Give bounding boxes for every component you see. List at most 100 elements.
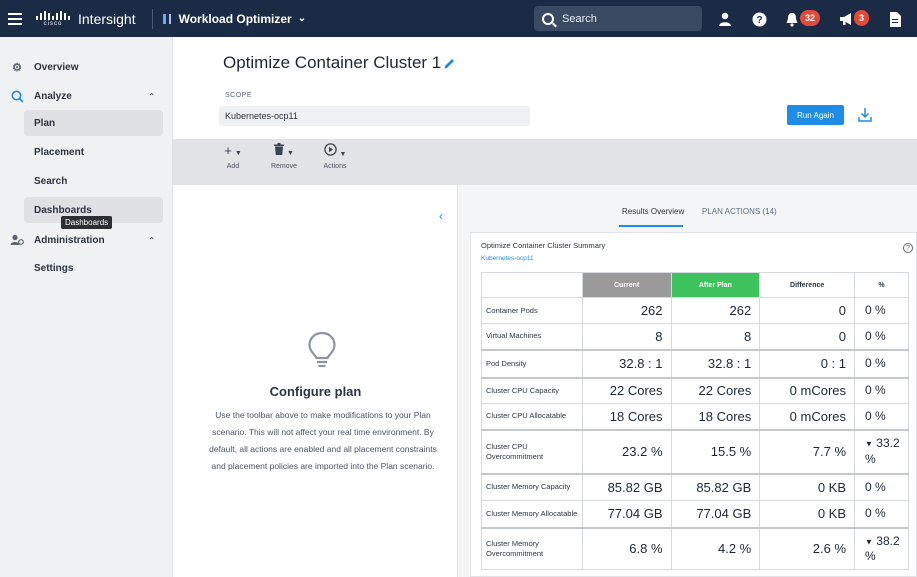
sidebar-item-administration[interactable]: Administration ⌃ xyxy=(0,227,173,253)
percent-value: 0 % xyxy=(854,403,909,430)
chevron-up-icon: ⌃ xyxy=(148,91,155,101)
row-label: Container Pods xyxy=(481,297,583,324)
summary-card: Optimize Container Cluster Summary Kuber… xyxy=(470,232,917,577)
row-label: Cluster Memory Allocatable xyxy=(481,500,583,528)
summary-scope-link[interactable]: Kubernetes-ocp11 xyxy=(481,255,534,262)
search-placeholder: Search xyxy=(562,12,597,25)
play-circle-icon xyxy=(323,143,337,159)
remove-button[interactable]: ▼ Remove xyxy=(264,143,304,170)
difference-value: 7.7 % xyxy=(759,428,856,474)
bell-icon[interactable] xyxy=(782,9,802,29)
plan-toolbar: + ▼ Add ▼ Remove ▼ Actions xyxy=(173,139,917,185)
percent-value: 0 % xyxy=(854,472,909,501)
admin-icon xyxy=(10,234,24,246)
tab-plan-actions[interactable]: PLAN ACTIONS (14) xyxy=(702,207,777,216)
current-value: 6.8 % xyxy=(581,526,672,570)
row-label: Virtual Machines xyxy=(481,323,583,350)
column-header-after-plan: After Plan xyxy=(670,272,761,298)
document-icon[interactable] xyxy=(885,9,905,29)
difference-value: 0 KB xyxy=(759,472,856,501)
sidebar-item-settings[interactable]: Settings xyxy=(34,262,74,274)
run-again-button[interactable]: Run Again xyxy=(787,105,844,125)
percent-value: 0 % xyxy=(854,348,909,378)
row-label: Cluster Memory Capacity xyxy=(481,472,583,501)
configure-title: Configure plan xyxy=(269,384,362,399)
current-value: 77.04 GB xyxy=(581,500,672,528)
after-value: 15.5 % xyxy=(670,428,761,474)
search-input[interactable]: Search xyxy=(534,6,702,31)
scope-field[interactable]: Kubernetes-ocp11 xyxy=(219,106,530,126)
current-value: 18 Cores xyxy=(581,403,672,430)
chevron-up-icon: ⌃ xyxy=(148,235,155,245)
sidebar-item-placement[interactable]: Placement xyxy=(34,146,85,158)
table-row: Container Pods 262 262 0 0 % xyxy=(481,297,909,324)
column-header-current: Current xyxy=(581,272,672,298)
after-value: 85.82 GB xyxy=(670,472,761,501)
help-circle-icon[interactable]: ? xyxy=(903,243,913,253)
analyze-icon xyxy=(10,90,24,103)
notifications-badge: 32 xyxy=(800,10,821,26)
sidebar-item-plan[interactable]: Plan xyxy=(24,110,163,136)
chevron-left-icon[interactable]: ‹ xyxy=(439,209,443,223)
download-icon[interactable] xyxy=(858,107,872,123)
caret-down-icon: ▼ xyxy=(287,150,294,157)
sidebar-item-overview[interactable]: ⚙ Overview xyxy=(0,54,173,80)
results-panel: Results Overview PLAN ACTIONS (14) Optim… xyxy=(458,185,917,577)
announcements-badge: 3 xyxy=(854,10,870,26)
help-icon[interactable]: ? xyxy=(749,9,769,29)
caret-down-icon: ▼ xyxy=(339,151,347,158)
row-label: Pod Density xyxy=(481,348,583,378)
table-row: Cluster CPU Overcommitment 23.2 % 15.5 %… xyxy=(481,428,909,474)
active-tab-indicator xyxy=(619,225,683,227)
percent-value: 33.2 % xyxy=(865,436,900,466)
trash-icon xyxy=(274,143,285,158)
page-title: Optimize Container Cluster 1 xyxy=(223,53,442,72)
divider xyxy=(151,8,153,29)
percent-cell: ▼ 33.2 % xyxy=(854,428,909,474)
percent-cell: ▼ 38.2 % xyxy=(854,526,909,570)
megaphone-icon[interactable] xyxy=(836,9,856,29)
table-row: Cluster Memory Capacity 85.82 GB 85.82 G… xyxy=(481,472,909,501)
user-icon[interactable] xyxy=(715,9,735,29)
tab-results-overview[interactable]: Results Overview xyxy=(622,207,685,216)
summary-title: Optimize Container Cluster Summary xyxy=(481,241,606,250)
current-value: 85.82 GB xyxy=(581,472,672,501)
menu-icon[interactable] xyxy=(8,10,22,28)
caret-down-icon: ▼ xyxy=(865,536,873,546)
app-switcher[interactable]: Workload Optimizer ⌄ xyxy=(162,12,306,26)
cisco-logo: cisco xyxy=(36,10,70,27)
search-icon xyxy=(542,12,554,25)
table-row: Cluster Memory Allocatable 77.04 GB 77.0… xyxy=(481,500,909,528)
caret-down-icon: ▼ xyxy=(865,439,873,449)
after-value: 77.04 GB xyxy=(670,500,761,528)
top-bar: cisco Intersight Workload Optimizer ⌄ Se… xyxy=(0,0,917,37)
difference-value: 0 xyxy=(759,297,856,324)
table-row: Virtual Machines 8 8 0 0 % xyxy=(481,323,909,350)
actions-button[interactable]: ▼ Actions xyxy=(315,143,355,170)
difference-value: 0 : 1 xyxy=(759,348,856,378)
row-label: Cluster CPU Allocatable xyxy=(481,403,583,430)
difference-value: 0 KB xyxy=(759,500,856,528)
sidebar-item-analyze[interactable]: Analyze ⌃ xyxy=(0,83,173,109)
plus-icon: + xyxy=(224,143,232,158)
after-value: 22 Cores xyxy=(670,376,761,404)
add-button[interactable]: + ▼ Add xyxy=(213,143,253,170)
current-value: 22 Cores xyxy=(581,376,672,404)
table-row: Cluster CPU Allocatable 18 Cores 18 Core… xyxy=(481,403,909,430)
pencil-icon[interactable] xyxy=(443,57,456,73)
after-value: 18 Cores xyxy=(670,403,761,430)
difference-value: 2.6 % xyxy=(759,526,856,570)
sidebar-item-search[interactable]: Search xyxy=(34,175,68,187)
actions-label: Actions xyxy=(323,163,347,170)
after-value: 8 xyxy=(670,323,761,350)
percent-value: 38.2 % xyxy=(865,533,900,563)
column-header-difference: Difference xyxy=(759,272,856,298)
configure-text: Use the toolbar above to make modificati… xyxy=(209,410,437,471)
sidebar-item-label: Administration xyxy=(34,234,105,246)
percent-value: 0 % xyxy=(854,297,909,324)
percent-value: 0 % xyxy=(854,376,909,404)
app-icon xyxy=(162,13,171,24)
percent-value: 0 % xyxy=(854,323,909,350)
dashboards-tooltip: Dashboards xyxy=(61,216,113,229)
results-table: Current After Plan Difference % Containe… xyxy=(481,272,909,570)
